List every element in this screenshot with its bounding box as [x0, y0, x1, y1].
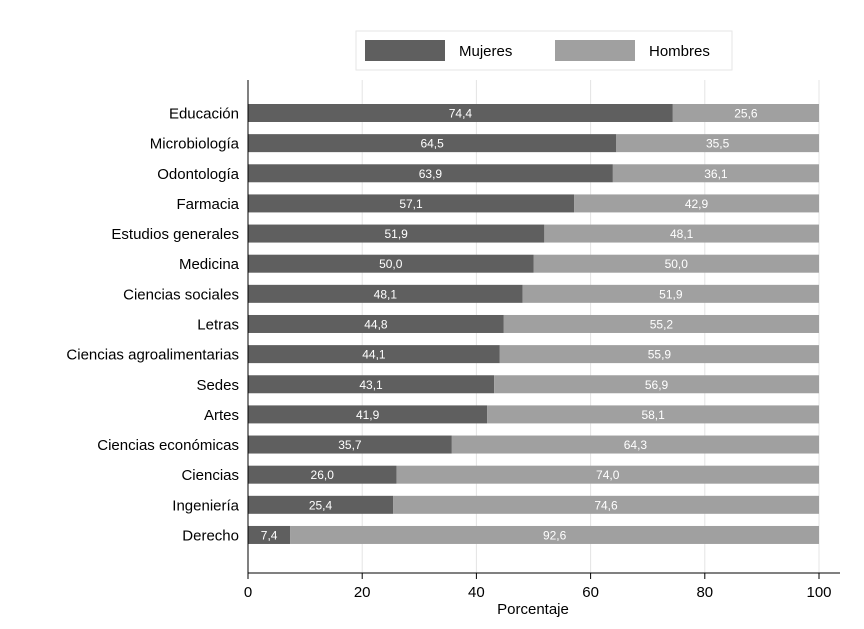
data-label-mujeres-odontologia: 63,9	[419, 167, 443, 181]
data-label-mujeres-ciencias-agroalimentarias: 44,1	[362, 348, 386, 362]
bar-hombres-ciencias-economicas	[451, 435, 819, 454]
bar-mujeres-medicina	[248, 254, 534, 273]
data-label-hombres-sedes: 56,9	[645, 378, 669, 392]
category-label-letras: Letras	[197, 316, 239, 333]
data-label-hombres-estudios-generales: 48,1	[670, 227, 694, 241]
legend-swatch-mujeres	[365, 40, 445, 61]
data-label-mujeres-ciencias: 26,0	[311, 468, 335, 482]
bar-mujeres-letras	[248, 314, 504, 333]
category-labels: Educación Microbiología Odontología Farmaci…	[66, 106, 239, 545]
category-label-derecho: Derecho	[182, 527, 239, 544]
bar-mujeres-microbiologia	[248, 134, 617, 153]
legend: Mujeres Hombres	[355, 30, 733, 71]
bar-hombres-microbiologia	[616, 134, 819, 153]
category-label-artes: Artes	[204, 407, 239, 424]
category-label-odontologia: Odontología	[157, 166, 239, 183]
category-label-ciencias-agroalimentarias: Ciencias agroalimentarias	[66, 347, 239, 364]
data-label-hombres-artes: 58,1	[641, 408, 665, 422]
x-ticks: 0 20 40 60 80 100	[244, 573, 832, 601]
bar-mujeres-ciencias	[248, 465, 397, 484]
category-label-educacion: Educación	[169, 106, 239, 123]
bar-hombres-sedes	[494, 375, 819, 394]
bar-hombres-ciencias-sociales	[522, 284, 819, 303]
data-label-hombres-ciencias-agroalimentarias: 55,9	[648, 348, 672, 362]
bar-hombres-derecho	[290, 525, 819, 544]
data-label-hombres-derecho: 92,6	[543, 528, 567, 542]
data-label-mujeres-estudios-generales: 51,9	[384, 227, 408, 241]
data-label-mujeres-educacion: 74,4	[449, 107, 473, 121]
x-tick-label-80: 80	[696, 584, 713, 601]
bar-hombres-artes	[487, 405, 819, 424]
data-label-mujeres-ingenieria: 25,4	[309, 498, 333, 512]
data-label-hombres-microbiologia: 35,5	[706, 137, 730, 151]
category-label-microbiologia: Microbiología	[150, 136, 240, 153]
bar-hombres-estudios-generales	[544, 224, 819, 243]
category-label-sedes: Sedes	[196, 377, 239, 394]
x-axis-title: Porcentaje	[497, 601, 569, 618]
data-label-mujeres-artes: 41,9	[356, 408, 380, 422]
data-label-hombres-letras: 55,2	[650, 317, 674, 331]
bar-mujeres-ingenieria	[248, 495, 394, 514]
bar-hombres-ciencias-agroalimentarias	[499, 345, 819, 364]
data-label-mujeres-derecho: 7,4	[261, 528, 278, 542]
legend-label-mujeres: Mujeres	[459, 43, 512, 60]
data-label-mujeres-ciencias-economicas: 35,7	[338, 438, 362, 452]
data-label-hombres-medicina: 50,0	[665, 257, 689, 271]
bar-mujeres-ciencias-agroalimentarias	[248, 345, 500, 364]
data-label-mujeres-sedes: 43,1	[359, 378, 383, 392]
data-label-mujeres-medicina: 50,0	[379, 257, 403, 271]
x-tick-label-40: 40	[468, 584, 485, 601]
data-label-hombres-ciencias: 74,0	[596, 468, 620, 482]
data-label-mujeres-farmacia: 57,1	[399, 197, 423, 211]
bar-hombres-odontologia	[612, 164, 819, 183]
category-label-ciencias-sociales: Ciencias sociales	[123, 286, 239, 303]
bar-hombres-ingenieria	[393, 495, 819, 514]
data-label-mujeres-microbiologia: 64,5	[420, 137, 444, 151]
bar-mujeres-artes	[248, 405, 488, 424]
data-label-mujeres-letras: 44,8	[364, 317, 388, 331]
bar-mujeres-estudios-generales	[248, 224, 545, 243]
data-label-hombres-ingenieria: 74,6	[594, 498, 618, 512]
bar-mujeres-ciencias-economicas	[248, 435, 452, 454]
bar-hombres-letras	[503, 314, 819, 333]
bar-hombres-farmacia	[574, 194, 819, 213]
bars: 74,4 25,6 64,5 35,5 63,9 36,1 57,1 42,9 51,9 48,1…	[248, 104, 819, 544]
category-label-ciencias-economicas: Ciencias económicas	[97, 437, 239, 454]
bar-mujeres-ciencias-sociales	[248, 284, 523, 303]
x-tick-label-20: 20	[354, 584, 371, 601]
category-label-estudios-generales: Estudios generales	[111, 226, 239, 243]
data-label-hombres-farmacia: 42,9	[685, 197, 709, 211]
data-label-hombres-odontologia: 36,1	[704, 167, 728, 181]
bar-mujeres-sedes	[248, 375, 495, 394]
bar-hombres-medicina	[533, 254, 819, 273]
category-label-medicina: Medicina	[179, 256, 240, 273]
x-tick-label-100: 100	[806, 584, 831, 601]
x-tick-label-60: 60	[582, 584, 599, 601]
bar-hombres-educacion	[672, 104, 819, 122]
axes	[247, 80, 840, 574]
bar-mujeres-educacion	[248, 104, 673, 122]
x-tick-label-0: 0	[244, 584, 252, 601]
legend-label-hombres: Hombres	[649, 43, 710, 60]
data-label-mujeres-ciencias-sociales: 48,1	[374, 287, 398, 301]
legend-swatch-hombres	[555, 40, 635, 61]
bar-mujeres-derecho	[248, 525, 291, 544]
bar-mujeres-farmacia	[248, 194, 575, 213]
bar-mujeres-odontologia	[248, 164, 613, 183]
data-label-hombres-ciencias-sociales: 51,9	[659, 287, 683, 301]
bar-hombres-ciencias	[396, 465, 819, 484]
data-label-hombres-educacion: 25,6	[734, 107, 758, 121]
category-label-ingenieria: Ingeniería	[172, 497, 239, 514]
category-label-farmacia: Farmacia	[176, 196, 239, 213]
data-label-hombres-ciencias-economicas: 64,3	[624, 438, 648, 452]
category-label-ciencias: Ciencias	[181, 467, 239, 484]
